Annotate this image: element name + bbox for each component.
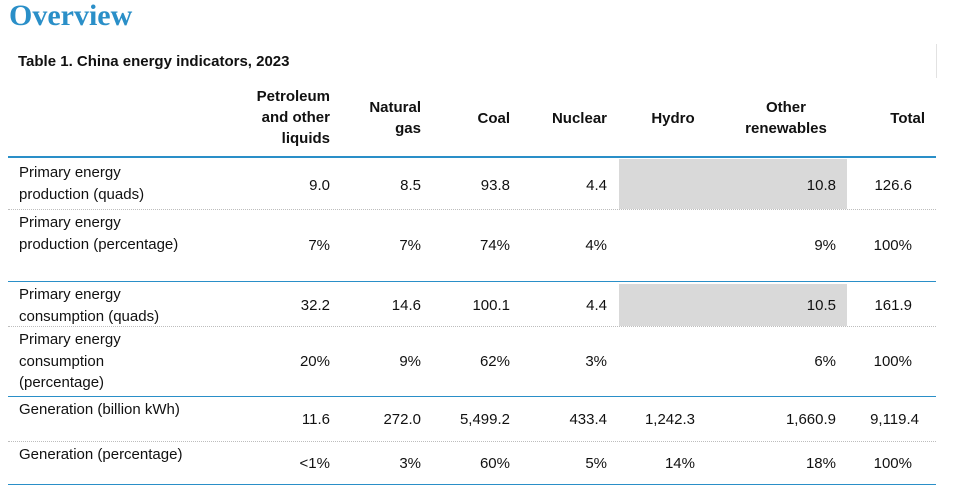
merged-cell-shade bbox=[619, 284, 847, 326]
cell-nuclear: 5% bbox=[585, 455, 607, 472]
cell-petroleum: 32.2 bbox=[300, 297, 330, 314]
col-header-petroleum-line: Petroleum bbox=[256, 88, 330, 105]
cell-petroleum: 7% bbox=[308, 237, 330, 254]
cell-other-renewables: 1,660.9 bbox=[785, 411, 836, 428]
row-label: Primary energy consumption (percentage) bbox=[19, 329, 229, 394]
cell-nuclear: 4.4 bbox=[586, 297, 607, 314]
row-label-line: Generation (billion kWh) bbox=[19, 401, 180, 418]
row-label-line: production (percentage) bbox=[19, 235, 179, 253]
row-divider bbox=[8, 209, 936, 210]
cell-natural-gas: 3% bbox=[399, 455, 421, 472]
col-header-coal: Coal bbox=[477, 110, 510, 127]
col-header-other-renewables: Other renewables bbox=[726, 97, 846, 139]
cell-nuclear: 4.4 bbox=[586, 177, 607, 194]
row-label: Primary energy production (quads) bbox=[19, 162, 229, 205]
table-bottom-rule bbox=[8, 484, 936, 485]
cell-total: 100% bbox=[873, 353, 912, 370]
row-label-line: Primary energy bbox=[19, 331, 121, 348]
col-header-nuclear: Nuclear bbox=[551, 110, 607, 127]
cell-petroleum: <1% bbox=[299, 455, 330, 472]
cell-natural-gas: 272.0 bbox=[383, 411, 421, 428]
cell-petroleum: 11.6 bbox=[301, 411, 330, 428]
cell-coal: 62% bbox=[479, 353, 510, 370]
col-header-other-renewables-line: Other bbox=[765, 99, 806, 116]
cell-total: 9,119.4 bbox=[870, 411, 919, 428]
cell-natural-gas: 14.6 bbox=[391, 297, 421, 314]
row-divider bbox=[8, 441, 936, 442]
cell-natural-gas: 8.5 bbox=[400, 177, 421, 194]
cell-natural-gas: 9% bbox=[399, 353, 421, 370]
cell-coal: 5,499.2 bbox=[459, 411, 510, 428]
row-label-line: (percentage) bbox=[19, 374, 105, 391]
col-header-petroleum: Petroleum and other liquids bbox=[230, 86, 330, 149]
col-header-petroleum-line: liquids bbox=[281, 130, 330, 147]
row-label-line: Primary energy bbox=[19, 286, 121, 303]
page-edge-rule bbox=[936, 44, 937, 78]
row-divider bbox=[8, 326, 936, 327]
cell-coal: 100.1 bbox=[472, 297, 510, 314]
merged-cell-shade bbox=[619, 159, 847, 209]
cell-coal: 74% bbox=[479, 237, 510, 254]
cell-natural-gas: 7% bbox=[399, 237, 421, 254]
cell-total: 161.9 bbox=[874, 297, 912, 314]
row-label-line: production (quads) bbox=[19, 185, 145, 203]
table-caption: Table 1. China energy indicators, 2023 bbox=[18, 53, 290, 70]
cell-total: 126.6 bbox=[874, 177, 912, 194]
cell-petroleum: 9.0 bbox=[309, 177, 330, 194]
cell-hydro: 14% bbox=[664, 455, 695, 472]
col-header-other-renewables-line: renewables bbox=[745, 120, 827, 137]
row-label-line: consumption (quads) bbox=[19, 307, 160, 325]
cell-hydro: 1,242.3 bbox=[644, 411, 695, 428]
cell-coal: 93.8 bbox=[480, 177, 510, 194]
row-label-line: Generation (percentage) bbox=[19, 446, 183, 463]
col-header-natural-gas-line: gas bbox=[395, 120, 421, 137]
cell-petroleum: 20% bbox=[299, 353, 330, 370]
row-label: Generation (billion kWh) bbox=[19, 399, 229, 421]
cell-nuclear: 433.4 bbox=[569, 411, 607, 428]
col-header-hydro: Hydro bbox=[651, 110, 695, 127]
col-header-petroleum-line: and other bbox=[261, 109, 330, 126]
row-label: Primary energy production (percentage) bbox=[19, 212, 229, 255]
row-label-line: consumption bbox=[19, 352, 105, 370]
row-label: Primary energy consumption (quads) bbox=[19, 284, 229, 327]
page-heading: Overview bbox=[9, 0, 133, 32]
col-header-natural-gas: Natural gas bbox=[340, 97, 421, 139]
header-rule bbox=[8, 156, 936, 158]
cell-other-renewables: 18% bbox=[805, 455, 836, 472]
cell-total: 100% bbox=[873, 237, 912, 254]
section-rule bbox=[8, 281, 936, 282]
row-label: Generation (percentage) bbox=[19, 444, 229, 466]
col-header-total: Total bbox=[890, 110, 925, 127]
row-label-line: Primary energy bbox=[19, 214, 121, 231]
cell-other-renewables: 9% bbox=[814, 237, 836, 254]
cell-nuclear: 3% bbox=[585, 353, 607, 370]
cell-coal: 60% bbox=[479, 455, 510, 472]
col-header-natural-gas-line: Natural bbox=[369, 99, 421, 116]
row-label-line: Primary energy bbox=[19, 164, 121, 181]
cell-other-renewables: 6% bbox=[814, 353, 836, 370]
cell-total: 100% bbox=[873, 455, 912, 472]
cell-other-renewables: 10.8 bbox=[806, 177, 836, 194]
cell-nuclear: 4% bbox=[585, 237, 607, 254]
cell-other-renewables: 10.5 bbox=[806, 297, 836, 314]
section-rule bbox=[8, 396, 936, 397]
